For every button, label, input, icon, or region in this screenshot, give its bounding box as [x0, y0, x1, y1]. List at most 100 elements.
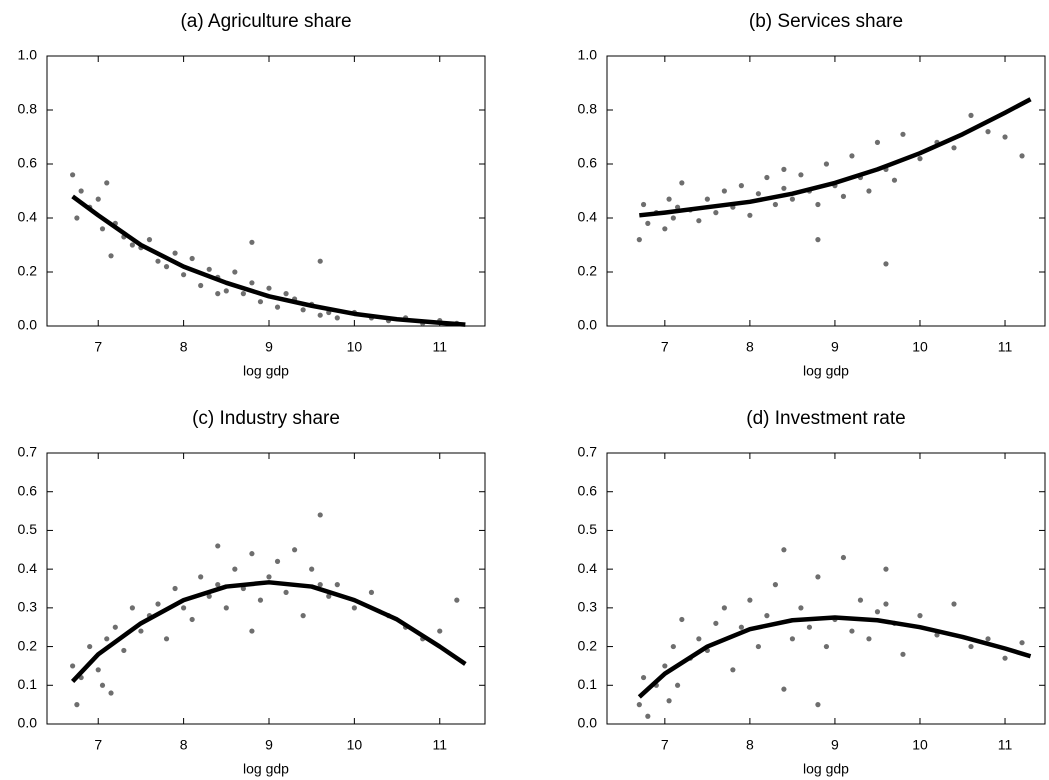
point	[798, 172, 804, 178]
y-tick-label: 0.2	[578, 637, 598, 653]
point	[640, 201, 647, 208]
point	[1019, 153, 1025, 159]
x-tick-label: 9	[831, 737, 839, 753]
point	[679, 616, 685, 623]
point	[249, 551, 255, 557]
x-axis-label: log gdp	[243, 761, 289, 777]
point	[781, 686, 787, 692]
chart-title: (b) Services share	[749, 11, 903, 32]
x-tick-label: 7	[661, 737, 669, 753]
point	[666, 196, 672, 202]
point	[866, 188, 872, 194]
point	[721, 605, 727, 611]
point	[696, 636, 702, 642]
point	[840, 193, 847, 199]
y-tick-label: 0.0	[18, 317, 38, 333]
point	[798, 605, 804, 611]
point	[883, 566, 889, 572]
x-tick-label: 10	[347, 339, 363, 355]
x-tick-label: 7	[661, 339, 669, 355]
point	[266, 574, 272, 580]
point	[155, 258, 161, 264]
fit-line	[71, 194, 466, 327]
point	[138, 628, 144, 634]
point	[674, 204, 681, 210]
plot-frame	[46, 452, 486, 725]
y-tick-label: 0.3	[578, 599, 598, 615]
point	[232, 269, 238, 275]
y-tick-label: 0.4	[578, 560, 598, 576]
point	[789, 196, 796, 202]
point	[645, 220, 651, 226]
point	[900, 131, 906, 137]
point	[163, 264, 170, 270]
point	[155, 601, 161, 607]
point	[713, 210, 719, 216]
x-tick-label: 9	[831, 339, 839, 355]
point	[764, 613, 770, 619]
x-tick-label: 9	[265, 737, 273, 753]
point	[257, 597, 264, 603]
point	[309, 566, 315, 572]
point	[129, 242, 135, 248]
point	[215, 543, 221, 549]
point	[866, 636, 872, 642]
y-tick-label: 0.0	[18, 715, 38, 731]
point	[670, 215, 676, 221]
point	[454, 597, 460, 603]
point	[883, 261, 889, 267]
fit-line	[637, 615, 1032, 699]
x-tick-label: 7	[94, 737, 102, 753]
point	[189, 616, 195, 623]
point	[300, 613, 306, 619]
point	[662, 663, 668, 669]
point	[679, 180, 685, 186]
x-tick-label: 9	[265, 339, 273, 355]
point	[274, 304, 281, 310]
point	[95, 667, 101, 673]
point	[696, 218, 702, 224]
point	[806, 624, 813, 630]
y-tick-label: 0.6	[578, 482, 598, 498]
point	[181, 605, 187, 611]
y-tick-label: 0.4	[18, 209, 38, 225]
x-axis-label: log gdp	[803, 761, 849, 777]
point	[206, 266, 212, 272]
point	[747, 597, 753, 603]
point	[781, 547, 787, 553]
point	[1002, 655, 1008, 661]
point	[900, 651, 906, 657]
x-tick-label: 8	[746, 339, 754, 355]
point	[640, 674, 647, 681]
point	[849, 628, 855, 634]
point	[129, 605, 135, 611]
point	[112, 624, 118, 630]
point	[317, 582, 323, 588]
point	[670, 643, 676, 650]
point	[772, 582, 778, 588]
point	[317, 258, 323, 264]
point	[781, 166, 787, 172]
point	[300, 307, 306, 313]
point	[730, 667, 736, 673]
point	[87, 643, 93, 650]
x-tick-label: 11	[432, 339, 447, 355]
point	[755, 643, 761, 650]
point	[857, 597, 864, 603]
y-tick-label: 0.1	[578, 676, 598, 692]
point	[240, 291, 246, 297]
point	[95, 196, 101, 202]
x-tick-label: 8	[746, 737, 754, 753]
point	[74, 215, 80, 221]
point	[789, 636, 796, 642]
x-tick-label: 11	[998, 737, 1013, 753]
point	[317, 312, 323, 318]
point	[108, 253, 114, 259]
point	[249, 280, 255, 286]
point	[738, 183, 744, 189]
point	[292, 547, 298, 553]
point	[636, 702, 642, 708]
point	[662, 226, 668, 232]
point	[823, 161, 830, 167]
